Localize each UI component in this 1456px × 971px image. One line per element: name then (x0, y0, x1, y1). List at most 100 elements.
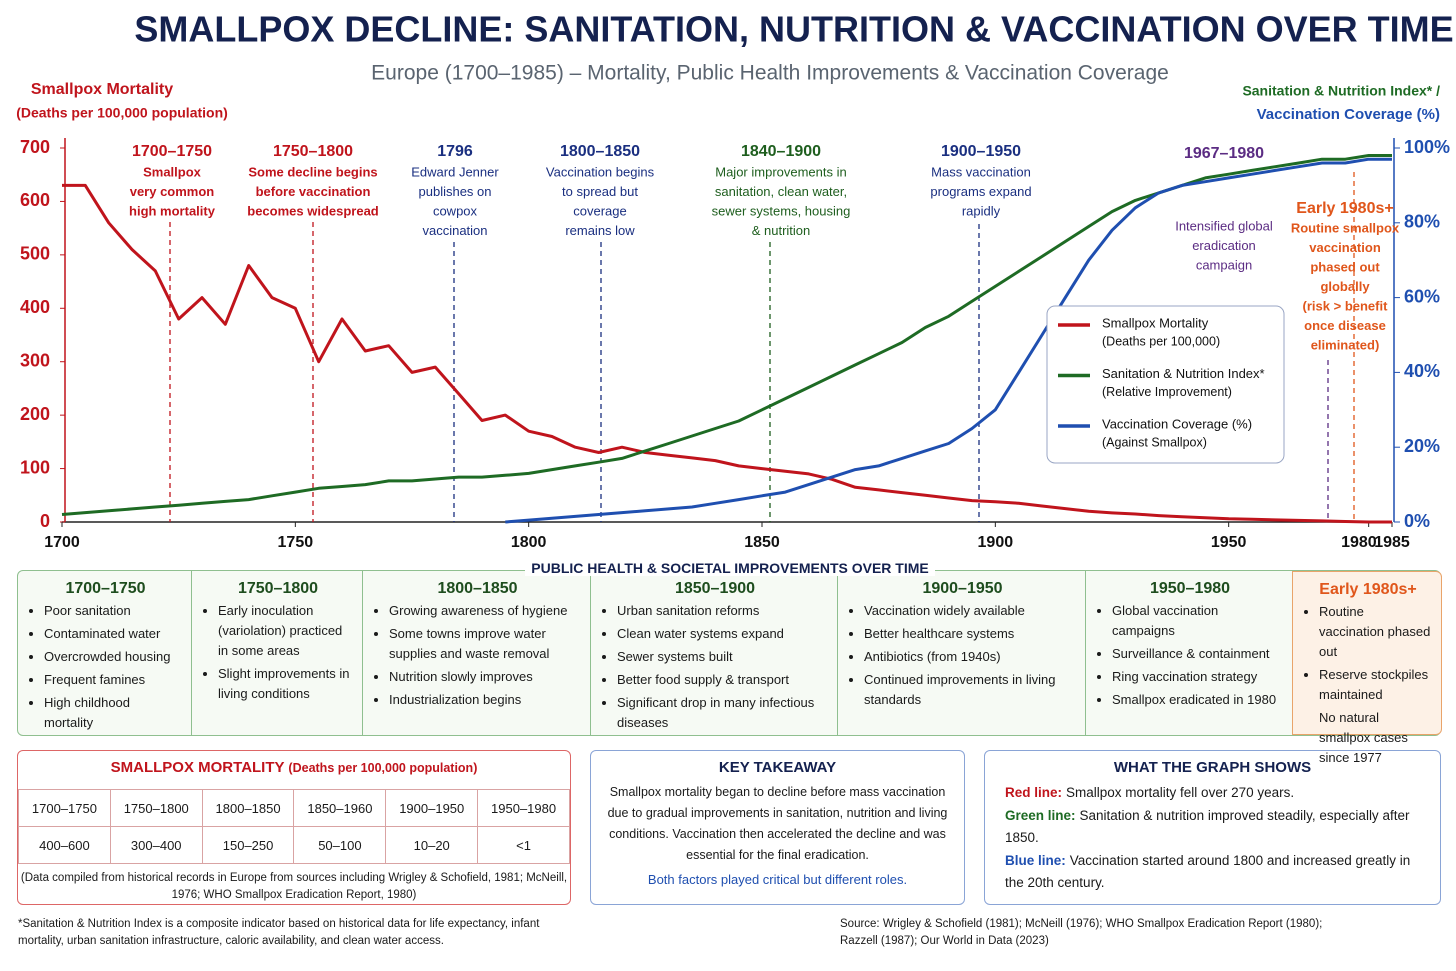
period-item: Smallpox eradicated in 1980 (1112, 690, 1282, 710)
period-item: Some towns improve water supplies and wa… (389, 624, 580, 664)
y2-tick-label: 0% (1404, 511, 1430, 531)
key-takeaway-box: KEY TAKEAWAY Smallpox mortality began to… (590, 750, 965, 905)
period-item: Industrialization begins (389, 690, 580, 710)
explainer-box: WHAT THE GRAPH SHOWS Red line: Smallpox m… (984, 750, 1441, 905)
annotation-text: campaign (1196, 257, 1252, 272)
y2-tick-label: 60% (1404, 286, 1440, 306)
period-item: Sewer systems built (617, 647, 827, 667)
table-subtitle: (Deaths per 100,000 population) (288, 761, 478, 775)
table-cell: 150–250 (201, 826, 295, 864)
annotation-text: Some decline begins (248, 164, 377, 179)
annotation-text: sewer systems, housing (712, 203, 851, 218)
annotation-text: cowpox (433, 203, 478, 218)
annotation-text: sanitation, clean water, (715, 184, 847, 199)
period-column: 1750–1800 Early inoculation (variolation)… (191, 571, 362, 735)
y2-tick-label: 20% (1404, 436, 1440, 456)
y-tick-label: 200 (20, 404, 50, 424)
y-axis-label: Smallpox Mortality (31, 81, 173, 98)
y2-axis-label: Sanitation & Nutrition Index* / (1242, 83, 1440, 99)
annotation-text: to spread but (562, 184, 638, 199)
period-list: Global vaccination campaigns Surveillance… (1098, 601, 1282, 710)
x-tick-label: 1900 (978, 534, 1014, 551)
table-header-cell: 1800–1850 (201, 789, 295, 827)
x-tick-label: 1980 (1341, 534, 1377, 551)
table-note: (Data compiled from historical records i… (20, 872, 568, 901)
legend-note: (Relative Improvement) (1102, 385, 1232, 399)
table-header-cell: 1950–1980 (477, 789, 570, 827)
improvements-title: PUBLIC HEALTH & SOCIETAL IMPROVEMENTS OV… (525, 560, 935, 576)
period-item: Early inoculation (variolation) practice… (218, 601, 352, 661)
y2-tick-label: 40% (1404, 361, 1440, 381)
annotation-title: 1900–1950 (941, 143, 1021, 160)
annotation-text: vaccination (1309, 240, 1381, 255)
chart-title: SMALLPOX DECLINE: SANITATION, NUTRITION … (134, 9, 1453, 50)
period-item: High childhood mortality (44, 693, 181, 733)
series-line (62, 183, 1392, 524)
period-item: Better food supply & transport (617, 670, 827, 690)
period-title: 1750–1800 (237, 580, 319, 597)
annotation-text: vaccination (422, 223, 487, 238)
period-item: Routine vaccination phased out (1319, 602, 1431, 662)
x-tick-label: 1800 (511, 534, 547, 551)
annotation-title: 1800–1850 (560, 143, 640, 160)
period-list: Poor sanitation Contaminated water Overcro… (30, 601, 181, 733)
annotation-text: Mass vaccination (931, 164, 1031, 179)
y-tick-label: 400 (20, 297, 50, 317)
annotation-title: 1750–1800 (273, 143, 353, 160)
period-column: 1700–1750 Poor sanitation Contaminated wat… (18, 571, 191, 735)
period-list: Growing awareness of hygiene Some towns i… (375, 601, 580, 710)
period-title: 1950–1980 (1149, 580, 1231, 597)
table-cell: 400–600 (18, 826, 111, 864)
annotation-title: 1796 (437, 143, 473, 160)
annotation-text: eradication (1192, 238, 1256, 253)
annotation-text: Major improvements in (715, 164, 847, 179)
period-title: 1700–1750 (65, 580, 146, 597)
annotation-text: coverage (573, 203, 626, 218)
table-header-row: 1700–1750 1750–1800 1800–1850 1850–1960 1900… (18, 789, 570, 827)
period-list: Vaccination widely available Better healt… (850, 601, 1075, 710)
explainer-text: Sanitation & nutrition improved steadily… (1005, 808, 1410, 845)
y2-axis-label: Vaccination Coverage (%) (1257, 106, 1440, 123)
legend-label: Vaccination Coverage (%) (1102, 416, 1252, 431)
period-item: Ring vaccination strategy (1112, 667, 1282, 687)
annotation-text: Vaccination begins (546, 164, 655, 179)
annotation-text: before vaccination (256, 184, 371, 199)
takeaway-title: KEY TAKEAWAY (718, 759, 837, 776)
period-note: No natural smallpox cases since 1977 (1319, 710, 1408, 765)
period-column: 1800–1850 Growing awareness of hygiene Som… (362, 571, 590, 735)
table-row: 400–600 300–400 150–250 50–100 10–20 <1 (18, 826, 570, 864)
explainer-title: WHAT THE GRAPH SHOWS (1113, 759, 1312, 776)
chart: SMALLPOX DECLINE: SANITATION, NUTRITION … (16, 9, 1453, 552)
annotation-text: Routine smallpox (1291, 220, 1400, 235)
period-title: Early 1980s+ (1319, 581, 1417, 598)
y-tick-label: 100 (20, 457, 50, 477)
period-column: 1900–1950 Vaccination widely available Bet… (837, 571, 1085, 735)
explainer-item: Blue line: Vaccination started around 180… (1005, 850, 1420, 894)
x-tick-label: 1700 (44, 534, 80, 551)
table-cell: 50–100 (293, 826, 387, 864)
period-list: Routine vaccination phased outReserve st… (1305, 602, 1431, 705)
annotation-text: rapidly (962, 203, 1001, 218)
x-tick-label: 1950 (1211, 534, 1247, 551)
table-header-cell: 1750–1800 (109, 789, 203, 827)
explainer-item: Red line: Smallpox mortality fell over 27… (1005, 782, 1420, 804)
period-column: 1950–1980 Global vaccination campaigns Sur… (1085, 571, 1292, 735)
improvements-title-wrap: PUBLIC HEALTH & SOCIETAL IMPROVEMENTS OV… (380, 560, 1080, 578)
legend-label: Smallpox Mortality (1102, 315, 1209, 330)
y-tick-label: 500 (20, 244, 50, 264)
annotation-text: eliminated) (1311, 337, 1380, 352)
period-column: 1850–1900 Urban sanitation reforms Clean w… (590, 571, 837, 735)
period-item: Significant drop in many infectious dise… (617, 693, 827, 733)
x-tick-label: 1750 (278, 534, 314, 551)
period-item: Antibiotics (from 1940s) (864, 647, 1075, 667)
period-item: Poor sanitation (44, 601, 181, 621)
annotation-text: becomes widespread (247, 203, 379, 218)
annotation-text: Edward Jenner (411, 164, 499, 179)
period-item: Frequent famines (44, 670, 181, 690)
annotation-text: Intensified global (1175, 218, 1273, 233)
takeaway-text: Smallpox mortality began to decline befo… (607, 785, 948, 862)
y-tick-label: 700 (20, 137, 50, 157)
annotation-text: Smallpox (143, 164, 202, 179)
period-item: Surveillance & containment (1112, 644, 1282, 664)
